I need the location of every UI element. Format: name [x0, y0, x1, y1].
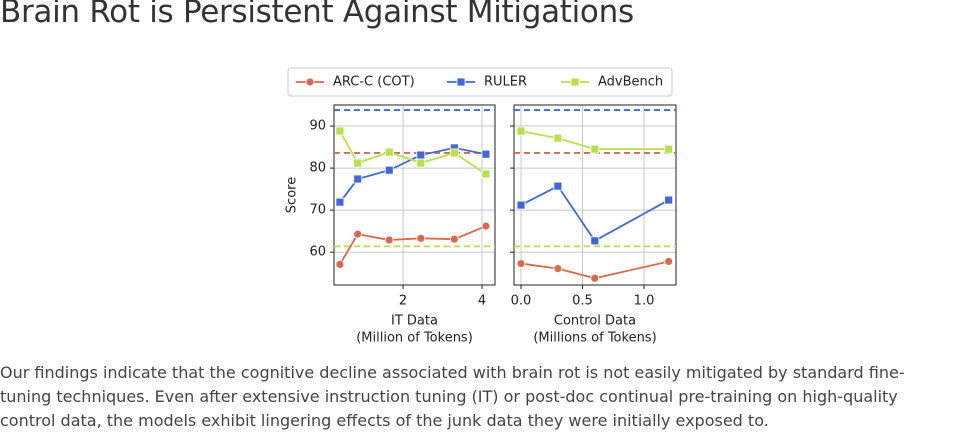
- point: [384, 165, 394, 175]
- point: [335, 197, 345, 207]
- x-tick-label: 2: [399, 294, 407, 309]
- point: [590, 144, 600, 154]
- point: [590, 273, 600, 283]
- series-line: [520, 260, 669, 280]
- legend-marker: [570, 77, 580, 87]
- legend-marker: [305, 77, 315, 87]
- plot-frame: [513, 104, 677, 286]
- legend: ARC-C (COT) RULER AdvBench: [287, 67, 673, 97]
- point: [353, 174, 363, 184]
- legend-label: ARC-C (COT): [333, 75, 415, 90]
- point: [384, 235, 394, 245]
- point: [590, 236, 600, 246]
- point: [553, 181, 563, 191]
- page-title: Brain Rot is Persistent Against Mitigati…: [0, 0, 634, 30]
- point: [516, 259, 526, 268]
- point: [449, 234, 459, 244]
- series-line: [339, 225, 487, 265]
- y-tick-label: 90: [309, 119, 326, 134]
- point: [664, 144, 674, 154]
- x-tick-label: 0.5: [572, 294, 593, 309]
- point: [481, 221, 491, 231]
- point: [516, 126, 526, 136]
- point: [449, 148, 459, 158]
- chart: 60 70 80 90 2 4 Score IT Data (Million of Tokens…: [285, 67, 677, 346]
- point: [553, 264, 563, 273]
- legend-label: RULER: [484, 75, 527, 90]
- point: [664, 195, 674, 205]
- point: [335, 259, 345, 269]
- y-axis-label: Score: [285, 177, 300, 213]
- point: [516, 200, 526, 210]
- legend-label: AdvBench: [598, 75, 663, 90]
- point: [416, 158, 426, 168]
- point: [384, 147, 394, 157]
- point: [353, 229, 363, 239]
- x-tick-label: 0.0: [511, 294, 532, 309]
- x-axis-label: Control Data: [554, 314, 636, 329]
- point: [481, 149, 491, 159]
- legend-box: [287, 67, 673, 97]
- y-tick-label: 80: [309, 161, 326, 176]
- series-line: [520, 130, 669, 151]
- x-axis-label: IT Data: [391, 314, 438, 329]
- paragraph: Our findings indicate that the cognitive…: [0, 363, 905, 430]
- point: [664, 257, 674, 266]
- series-line: [339, 130, 487, 175]
- series-line: [520, 185, 670, 243]
- x-axis-label: (Million of Tokens): [356, 331, 473, 346]
- y-tick-label: 60: [309, 245, 326, 260]
- x-tick-label: 4: [478, 294, 486, 309]
- point: [416, 150, 426, 160]
- x-axis-label: (Millions of Tokens): [533, 331, 656, 346]
- legend-marker: [456, 77, 466, 87]
- x-tick-label: 1.0: [634, 294, 655, 309]
- plot-frame: [333, 104, 496, 286]
- point: [481, 169, 491, 179]
- point: [335, 126, 345, 136]
- point: [416, 233, 426, 243]
- point: [553, 133, 563, 143]
- point: [353, 158, 363, 168]
- y-tick-label: 70: [309, 203, 326, 218]
